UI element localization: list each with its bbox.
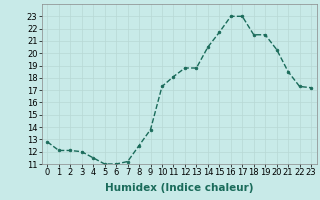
X-axis label: Humidex (Indice chaleur): Humidex (Indice chaleur): [105, 183, 253, 193]
